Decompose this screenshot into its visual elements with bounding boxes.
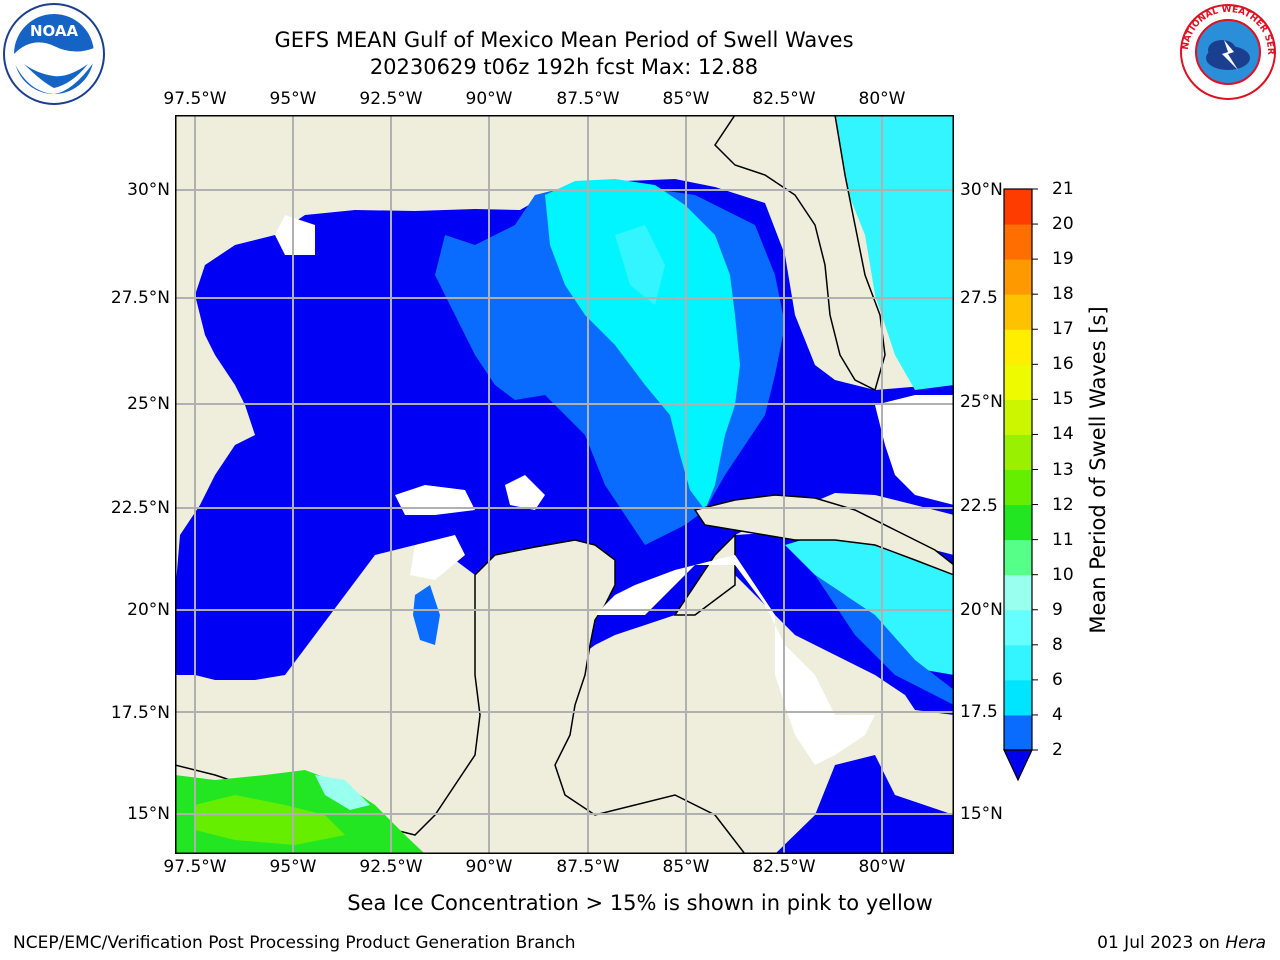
- lat-label-right: 22.5: [960, 496, 998, 516]
- lat-label-left: 25°N: [127, 394, 170, 414]
- colorbar-tick-label: 11: [1052, 529, 1074, 550]
- lon-label-bottom: 97.5°W: [163, 857, 227, 877]
- colorbar-tick-label: 19: [1052, 249, 1074, 270]
- lon-label-bottom: 92.5°W: [359, 857, 423, 877]
- lon-label-bottom: 87.5°W: [556, 857, 620, 877]
- footer-machine: Hera: [1225, 933, 1266, 953]
- lon-label-top: 87.5°W: [556, 89, 620, 109]
- colorbar-segment: [1004, 469, 1032, 506]
- colorbar-segment: [1004, 329, 1032, 365]
- lat-label-left: 22.5°N: [110, 498, 170, 518]
- lat-label-right: 25°N: [960, 392, 1003, 412]
- cyan-plume: [545, 179, 740, 510]
- lon-label-top: 95°W: [269, 89, 317, 109]
- colorbar-segment: [1004, 504, 1032, 541]
- colorbar-segment: [1004, 574, 1032, 611]
- colorbar-segment: [1004, 539, 1032, 576]
- lat-label-left: 27.5°N: [110, 288, 170, 308]
- lon-label-top: 97.5°W: [163, 89, 227, 109]
- atlantic-cyan: [835, 115, 954, 390]
- colorbar-extend-arrow: [1003, 749, 1033, 782]
- caribbean-cyan: [785, 530, 954, 675]
- lat-label-left: 15°N: [127, 804, 170, 824]
- footer-date: 01 Jul 2023 on Hera: [1097, 933, 1266, 953]
- lat-label-right: 27.5: [960, 288, 998, 308]
- colorbar-tick-label: 16: [1052, 354, 1074, 375]
- colorbar-tick-label: 2: [1052, 740, 1063, 760]
- colorbar-tick-label: 17: [1052, 319, 1074, 340]
- colorbar-tick-label: 18: [1052, 284, 1074, 305]
- lon-label-bottom: 80°W: [858, 857, 906, 877]
- colorbar-segment: [1004, 714, 1032, 751]
- colorbar-tick-label: 6: [1052, 669, 1063, 690]
- colorbar-segment: [1004, 189, 1032, 225]
- colorbar-segment: [1004, 259, 1032, 295]
- noaa-logo: NOAA: [3, 3, 105, 105]
- footer-date-text: 01 Jul 2023 on: [1097, 933, 1226, 953]
- lat-label-left: 17.5°N: [110, 703, 170, 723]
- lon-label-bottom: 95°W: [269, 857, 317, 877]
- colorbar-tick-label: 13: [1052, 459, 1074, 480]
- colorbar-segment: [1004, 644, 1032, 681]
- lon-label-top: 85°W: [662, 89, 710, 109]
- lat-label-right: 17.5: [960, 702, 998, 722]
- colorbar-tick-label: 20: [1052, 214, 1074, 235]
- nws-logo: NATIONAL WEATHER SERVICE: [1178, 2, 1276, 100]
- colorbar-segment: [1004, 224, 1032, 260]
- colorbar-segment: [1004, 364, 1032, 400]
- lon-label-top: 80°W: [858, 89, 906, 109]
- lat-label-left: 30°N: [127, 180, 170, 200]
- lon-label-top: 82.5°W: [752, 89, 816, 109]
- colorbar-segment: [1004, 399, 1032, 435]
- map-title: GEFS MEAN Gulf of Mexico Mean Period of …: [274, 28, 854, 52]
- cuba-land: [693, 494, 954, 576]
- lon-label-top: 92.5°W: [359, 89, 423, 109]
- lat-label-right: 20°N: [960, 600, 1003, 620]
- colorbar: [1003, 188, 1038, 782]
- colorbar-segment: [1004, 434, 1032, 470]
- lat-label-left: 20°N: [127, 600, 170, 620]
- colorbar-segment: [1004, 679, 1032, 716]
- colorbar-tick-label: 15: [1052, 389, 1074, 410]
- map-subtitle: 20230629 t06z 192h fcst Max: 12.88: [369, 55, 759, 79]
- colorbar-tick-label: 10: [1052, 564, 1074, 585]
- lat-label-right: 15°N: [960, 804, 1003, 824]
- colorbar-title: Mean Period of Swell Waves [s]: [1086, 306, 1110, 634]
- sea-ice-caption: Sea Ice Concentration > 15% is shown in …: [347, 891, 933, 915]
- map-gridlines: [175, 115, 954, 854]
- colorbar-tick-label: 8: [1052, 634, 1063, 655]
- colorbar-segment: [1004, 294, 1032, 330]
- svg-text:NOAA: NOAA: [30, 22, 79, 40]
- colorbar-tick-label: 9: [1052, 599, 1063, 620]
- gulf-map: [175, 115, 954, 854]
- colorbar-tick-label: 4: [1052, 704, 1063, 725]
- lat-label-right: 30°N: [960, 180, 1003, 200]
- lon-label-bottom: 85°W: [662, 857, 710, 877]
- footer-credit: NCEP/EMC/Verification Post Processing Pr…: [13, 933, 576, 953]
- colorbar-tick-label: 14: [1052, 424, 1074, 445]
- colorbar-tick-label: 21: [1052, 179, 1074, 199]
- colorbar-tick-label: 12: [1052, 494, 1074, 515]
- lon-label-bottom: 82.5°W: [752, 857, 816, 877]
- lon-label-bottom: 90°W: [465, 857, 513, 877]
- colorbar-segment: [1004, 609, 1032, 646]
- lon-label-top: 90°W: [465, 89, 513, 109]
